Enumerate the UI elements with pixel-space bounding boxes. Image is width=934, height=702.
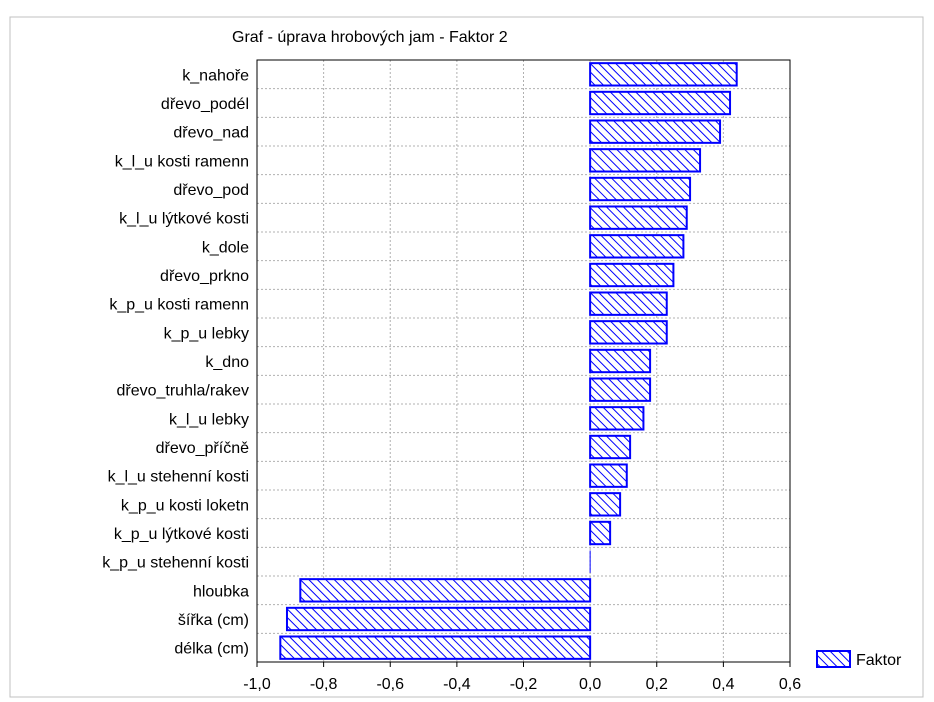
category-label: k_dole — [202, 239, 249, 256]
category-label: hloubka — [193, 583, 249, 600]
x-tick-label: -0,6 — [376, 676, 404, 693]
category-label: k_p_u lýtkové kosti — [114, 526, 249, 543]
chart-title: Graf - úprava hrobových jam - Faktor 2 — [232, 29, 508, 46]
x-tick-label: 0,0 — [579, 676, 601, 693]
bar — [299, 578, 592, 603]
x-tick-label: -1,0 — [243, 676, 271, 693]
category-label: dřevo_prkno — [160, 268, 249, 285]
x-tick-label: 0,4 — [712, 676, 734, 693]
bar — [589, 406, 645, 431]
category-label: k_p_u kosti loketn — [121, 497, 249, 514]
category-label: k_p_u lebky — [164, 325, 249, 342]
legend-label: Faktor — [856, 652, 902, 669]
bar — [279, 635, 592, 660]
bar — [589, 262, 675, 288]
bar — [589, 492, 622, 517]
x-tick-label: -0,4 — [443, 676, 471, 693]
bar — [589, 62, 738, 87]
bar — [589, 148, 702, 173]
category-label: k_l_u stehenní kosti — [108, 469, 249, 486]
category-label: k_nahoře — [182, 67, 249, 84]
bar — [589, 434, 632, 460]
x-tick-label: -0,2 — [510, 676, 538, 693]
bar — [285, 606, 592, 632]
category-label: k_p_u stehenní kosti — [102, 555, 249, 572]
plot-area: k_nahoře dřevo_podél dřevo_nad k_l_u kosti … — [102, 59, 801, 693]
category-label: délka (cm) — [174, 641, 249, 658]
category-label: k_l_u kosti ramenn — [115, 153, 249, 170]
category-label: dřevo_pod — [173, 182, 249, 199]
category-label: dřevo_nad — [173, 125, 249, 142]
x-tick-label: 0,6 — [779, 676, 801, 693]
bar — [589, 520, 612, 546]
category-label: dřevo_podél — [161, 96, 249, 113]
bar — [589, 234, 685, 259]
category-label: dřevo_příčně — [156, 440, 249, 457]
bar — [589, 119, 722, 144]
category-label: k_p_u kosti ramenn — [109, 297, 249, 314]
bar — [589, 463, 628, 488]
legend: Faktor — [816, 650, 902, 669]
bar — [589, 320, 668, 345]
x-tick-label: -0,8 — [310, 676, 338, 693]
category-label: k_l_u lýtkové kosti — [119, 211, 249, 228]
bar — [589, 205, 688, 230]
bar — [589, 176, 692, 202]
legend-swatch — [816, 650, 851, 668]
bar — [589, 90, 732, 116]
bar — [589, 291, 668, 316]
category-label: k_l_u lebky — [169, 411, 249, 428]
x-tick-label: 0,2 — [646, 676, 668, 693]
category-label: šířka (cm) — [178, 612, 249, 629]
category-label: dřevo_truhla/rakev — [116, 383, 249, 400]
bar — [589, 348, 652, 374]
category-label: k_dno — [205, 354, 249, 371]
bar — [589, 377, 652, 402]
